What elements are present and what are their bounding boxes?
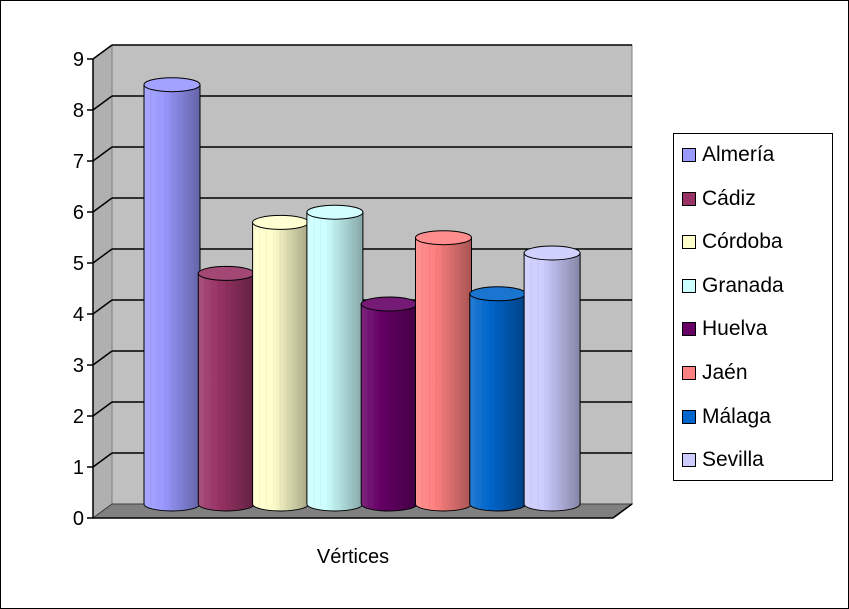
bar bbox=[415, 230, 472, 512]
legend-label: Sevilla bbox=[702, 448, 764, 472]
legend-swatch bbox=[682, 235, 696, 250]
legend-label: Almería bbox=[702, 143, 775, 166]
y-tick-label: 0 bbox=[73, 508, 84, 530]
y-tick-label: 6 bbox=[73, 202, 84, 224]
gridline-side bbox=[92, 44, 113, 60]
gridline-side bbox=[92, 95, 113, 111]
bar bbox=[360, 296, 418, 512]
legend-swatch bbox=[682, 278, 696, 293]
legend-label: Jaén bbox=[702, 361, 748, 384]
gridline-side bbox=[92, 197, 113, 213]
bar bbox=[523, 245, 581, 512]
legend-item: Huelva bbox=[682, 314, 767, 344]
legend-item: Sevilla bbox=[682, 445, 764, 475]
gridline-side bbox=[92, 350, 113, 366]
legend-swatch bbox=[682, 191, 696, 206]
legend-swatch bbox=[682, 148, 696, 162]
gridline-side bbox=[92, 452, 113, 468]
y-tick-label: 1 bbox=[73, 457, 84, 479]
bar-top bbox=[360, 296, 418, 312]
legend: Almería Cádiz Córdoba Granada Huelva Jaén Mála… bbox=[673, 133, 833, 481]
legend-swatch bbox=[682, 366, 696, 380]
y-tick-label: 9 bbox=[73, 49, 84, 71]
y-tick-label: 3 bbox=[73, 355, 84, 377]
gridline-side bbox=[92, 248, 113, 264]
legend-swatch bbox=[682, 453, 696, 468]
gridline-side bbox=[92, 146, 113, 162]
bar bbox=[252, 214, 310, 512]
bars bbox=[143, 77, 581, 512]
legend-label: Cádiz bbox=[702, 186, 756, 210]
bar bbox=[469, 286, 527, 512]
bar-top bbox=[197, 265, 255, 281]
legend-item: Córdoba bbox=[682, 227, 783, 257]
legend-item: Jaén bbox=[682, 358, 748, 388]
legend-label: Huelva bbox=[702, 317, 768, 341]
legend-label: Córdoba bbox=[702, 230, 783, 254]
y-tick-label: 7 bbox=[73, 151, 84, 173]
legend-item: Málaga bbox=[682, 402, 771, 432]
y-tick-label: 4 bbox=[73, 304, 84, 326]
bar bbox=[306, 204, 364, 512]
legend-item: Almería bbox=[682, 140, 774, 170]
y-tick-label: 5 bbox=[73, 253, 84, 275]
y-tick-label: 2 bbox=[73, 406, 84, 428]
x-axis-category-label: Vértices bbox=[317, 546, 389, 568]
y-tick-label: 8 bbox=[73, 100, 84, 122]
bar-top bbox=[306, 204, 364, 220]
bar bbox=[143, 77, 201, 512]
legend-label: Málaga bbox=[702, 404, 771, 428]
bar-top bbox=[252, 214, 310, 230]
gridline-side bbox=[92, 299, 113, 315]
legend-label: Granada bbox=[702, 273, 784, 297]
legend-swatch bbox=[682, 322, 696, 337]
bar-top bbox=[143, 77, 201, 93]
gridline-side bbox=[92, 401, 113, 417]
bar bbox=[197, 265, 255, 512]
bar-top bbox=[523, 245, 581, 261]
bar-top bbox=[415, 230, 472, 246]
bar-top bbox=[469, 286, 527, 302]
y-axis: 0 1 2 3 4 5 6 7 8 9 bbox=[73, 49, 94, 530]
legend-swatch bbox=[682, 409, 696, 424]
legend-item: Cádiz bbox=[682, 184, 756, 214]
legend-item: Granada bbox=[682, 271, 784, 301]
